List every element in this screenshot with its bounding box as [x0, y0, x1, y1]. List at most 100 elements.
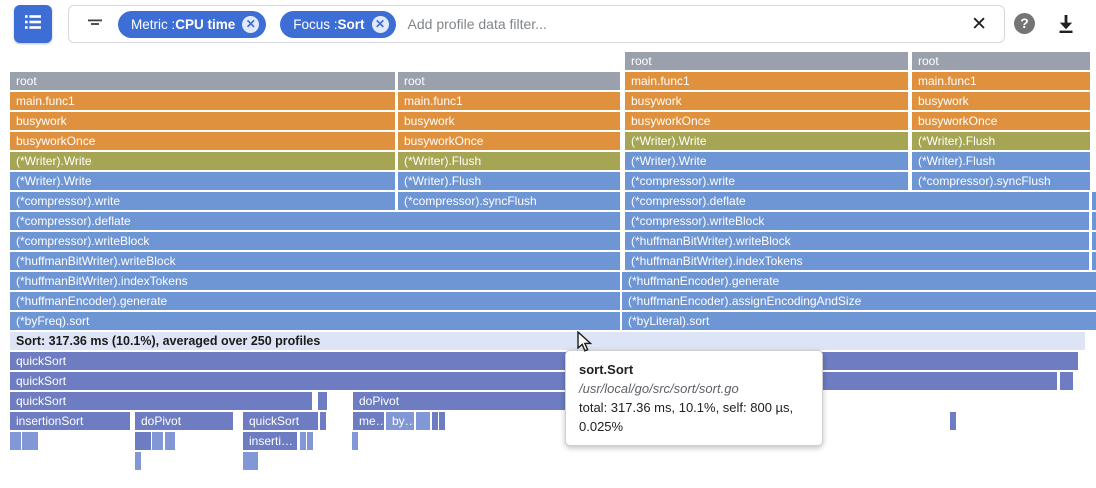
flame-frame[interactable]: insertionSort	[10, 412, 130, 430]
flame-frame[interactable]: (*Writer).Flush	[912, 152, 1090, 170]
download-button[interactable]	[1054, 12, 1078, 36]
flame-frame[interactable]: me…	[353, 412, 384, 430]
flame-frame[interactable]: (*Writer).Flush	[398, 172, 620, 190]
flame-frame[interactable]: (*Writer).Write	[625, 132, 908, 150]
selected-frame-banner[interactable]: Sort: 317.36 ms (10.1%), averaged over 2…	[10, 332, 1085, 350]
flame-frame[interactable]: (*compressor).deflate	[625, 192, 1089, 210]
flame-frame[interactable]: by…	[386, 412, 414, 430]
filter-input[interactable]: Metric : CPU time ✕ Focus : Sort ✕ Add p…	[68, 5, 1005, 43]
view-list-icon	[23, 12, 43, 37]
flame-frame[interactable]	[135, 432, 151, 450]
flame-frame[interactable]	[1092, 212, 1096, 230]
flame-frame[interactable]: busywork	[912, 92, 1090, 110]
flame-frame[interactable]: (*compressor).writeBlock	[625, 212, 1089, 230]
filter-placeholder: Add profile data filter...	[407, 16, 547, 32]
flame-frame[interactable]	[243, 452, 249, 470]
flame-frame[interactable]: root	[398, 72, 620, 90]
flame-frame[interactable]	[416, 412, 430, 430]
flame-frame[interactable]	[352, 432, 358, 450]
help-button[interactable]: ?	[1014, 13, 1035, 34]
flame-frame[interactable]: inserti…	[243, 432, 297, 450]
flame-frame[interactable]: main.func1	[398, 92, 620, 110]
tooltip-function-name: sort.Sort	[579, 362, 634, 377]
flame-frame[interactable]: doPivot	[135, 412, 233, 430]
flame-frame[interactable]	[135, 452, 141, 470]
chip-focus-label: Focus :	[293, 16, 338, 32]
flame-frame[interactable]: (*byFreq).sort	[10, 312, 620, 330]
flame-frame[interactable]	[1060, 372, 1073, 390]
flame-frame[interactable]	[432, 412, 438, 430]
flame-frame[interactable]: (*Writer).Write	[625, 152, 908, 170]
chip-metric-label: Metric :	[131, 16, 176, 32]
flame-frame[interactable]: (*huffmanBitWriter).writeBlock	[625, 232, 1089, 250]
flame-frame[interactable]: (*huffmanEncoder).assignEncodingAndSize	[622, 292, 1096, 310]
flame-frame[interactable]	[31, 432, 38, 450]
chip-focus-remove-icon[interactable]: ✕	[371, 15, 389, 33]
flame-frame[interactable]: (*Writer).Write	[10, 172, 395, 190]
toolbar: Metric : CPU time ✕ Focus : Sort ✕ Add p…	[0, 0, 1096, 48]
frame-tooltip: sort.Sort /usr/local/go/src/sort/sort.go…	[565, 350, 823, 446]
chip-focus-value: Sort	[337, 16, 365, 32]
flame-frame[interactable]: (*huffmanBitWriter).indexTokens	[625, 252, 1089, 270]
flame-frame[interactable]: busyworkOnce	[625, 112, 908, 130]
flame-frame[interactable]: busywork	[625, 92, 908, 110]
tooltip-source-file: /usr/local/go/src/sort/sort.go	[579, 381, 739, 396]
flame-frame[interactable]	[169, 432, 175, 450]
flame-frame[interactable]: (*Writer).Flush	[912, 132, 1090, 150]
chip-focus[interactable]: Focus : Sort ✕	[280, 10, 396, 38]
flame-frame[interactable]: quickSort	[10, 372, 1057, 390]
flame-frame[interactable]	[320, 412, 326, 430]
flame-frame[interactable]	[22, 432, 28, 450]
flame-frame[interactable]: (*huffmanBitWriter).indexTokens	[10, 272, 620, 290]
flame-frame[interactable]	[950, 412, 956, 430]
filter-list-icon	[86, 15, 104, 33]
download-icon	[1054, 15, 1078, 40]
flame-frame[interactable]: busyworkOnce	[10, 132, 395, 150]
flame-frame[interactable]: root	[10, 72, 395, 90]
flame-frame[interactable]: quickSort	[243, 412, 318, 430]
flame-frame[interactable]	[1092, 192, 1096, 210]
flame-frame[interactable]: (*compressor).deflate	[10, 212, 620, 230]
flame-frame[interactable]: busywork	[10, 112, 395, 130]
flame-frame[interactable]: quickSort	[10, 352, 1078, 370]
clear-filters-icon[interactable]: ✕	[971, 13, 987, 35]
flame-frame[interactable]: busyworkOnce	[912, 112, 1090, 130]
flame-frame[interactable]	[1092, 232, 1096, 250]
flame-frame[interactable]: (*huffmanEncoder).generate	[10, 292, 620, 310]
chip-metric-value: CPU time	[175, 16, 236, 32]
flame-frame[interactable]	[1092, 252, 1096, 270]
flame-frame[interactable]: (*compressor).write	[10, 192, 395, 210]
flame-frame[interactable]: (*compressor).write	[625, 172, 908, 190]
flame-frame[interactable]	[10, 432, 21, 450]
tooltip-stats: total: 317.36 ms, 10.1%, self: 800 µs, 0…	[579, 400, 794, 434]
flame-frame[interactable]: (*Writer).Write	[10, 152, 395, 170]
menu-button[interactable]	[14, 5, 52, 43]
flame-frame[interactable]: busywork	[398, 112, 620, 130]
flame-frame[interactable]: root	[912, 52, 1090, 70]
flame-frame[interactable]: quickSort	[10, 392, 312, 410]
flame-frame[interactable]: (*compressor).syncFlush	[398, 192, 620, 210]
flame-frame[interactable]	[300, 432, 306, 450]
flame-frame[interactable]: (*compressor).writeBlock	[10, 232, 620, 250]
flame-frame[interactable]: main.func1	[10, 92, 395, 110]
flame-frame[interactable]: root	[625, 52, 908, 70]
flame-frame[interactable]: busyworkOnce	[398, 132, 620, 150]
flame-frame[interactable]	[307, 432, 313, 450]
flame-frame[interactable]	[152, 432, 163, 450]
flame-frame[interactable]	[318, 392, 327, 410]
flame-frame[interactable]: (*huffmanBitWriter).writeBlock	[10, 252, 620, 270]
flame-frame[interactable]	[165, 432, 171, 450]
flame-frame[interactable]: main.func1	[912, 72, 1090, 90]
chip-metric[interactable]: Metric : CPU time ✕	[118, 10, 267, 38]
flame-frame[interactable]	[439, 412, 445, 430]
flame-frame[interactable]	[248, 452, 254, 470]
flame-frame[interactable]: (*huffmanEncoder).generate	[622, 272, 1096, 290]
flame-frame[interactable]	[27, 432, 33, 450]
flame-frame[interactable]: main.func1	[625, 72, 908, 90]
flame-frame[interactable]: (*byLiteral).sort	[622, 312, 1096, 330]
flame-frame[interactable]	[252, 452, 258, 470]
flame-frame[interactable]: (*Writer).Flush	[398, 152, 620, 170]
chip-metric-remove-icon[interactable]: ✕	[242, 15, 260, 33]
flame-frame[interactable]: (*compressor).syncFlush	[912, 172, 1090, 190]
